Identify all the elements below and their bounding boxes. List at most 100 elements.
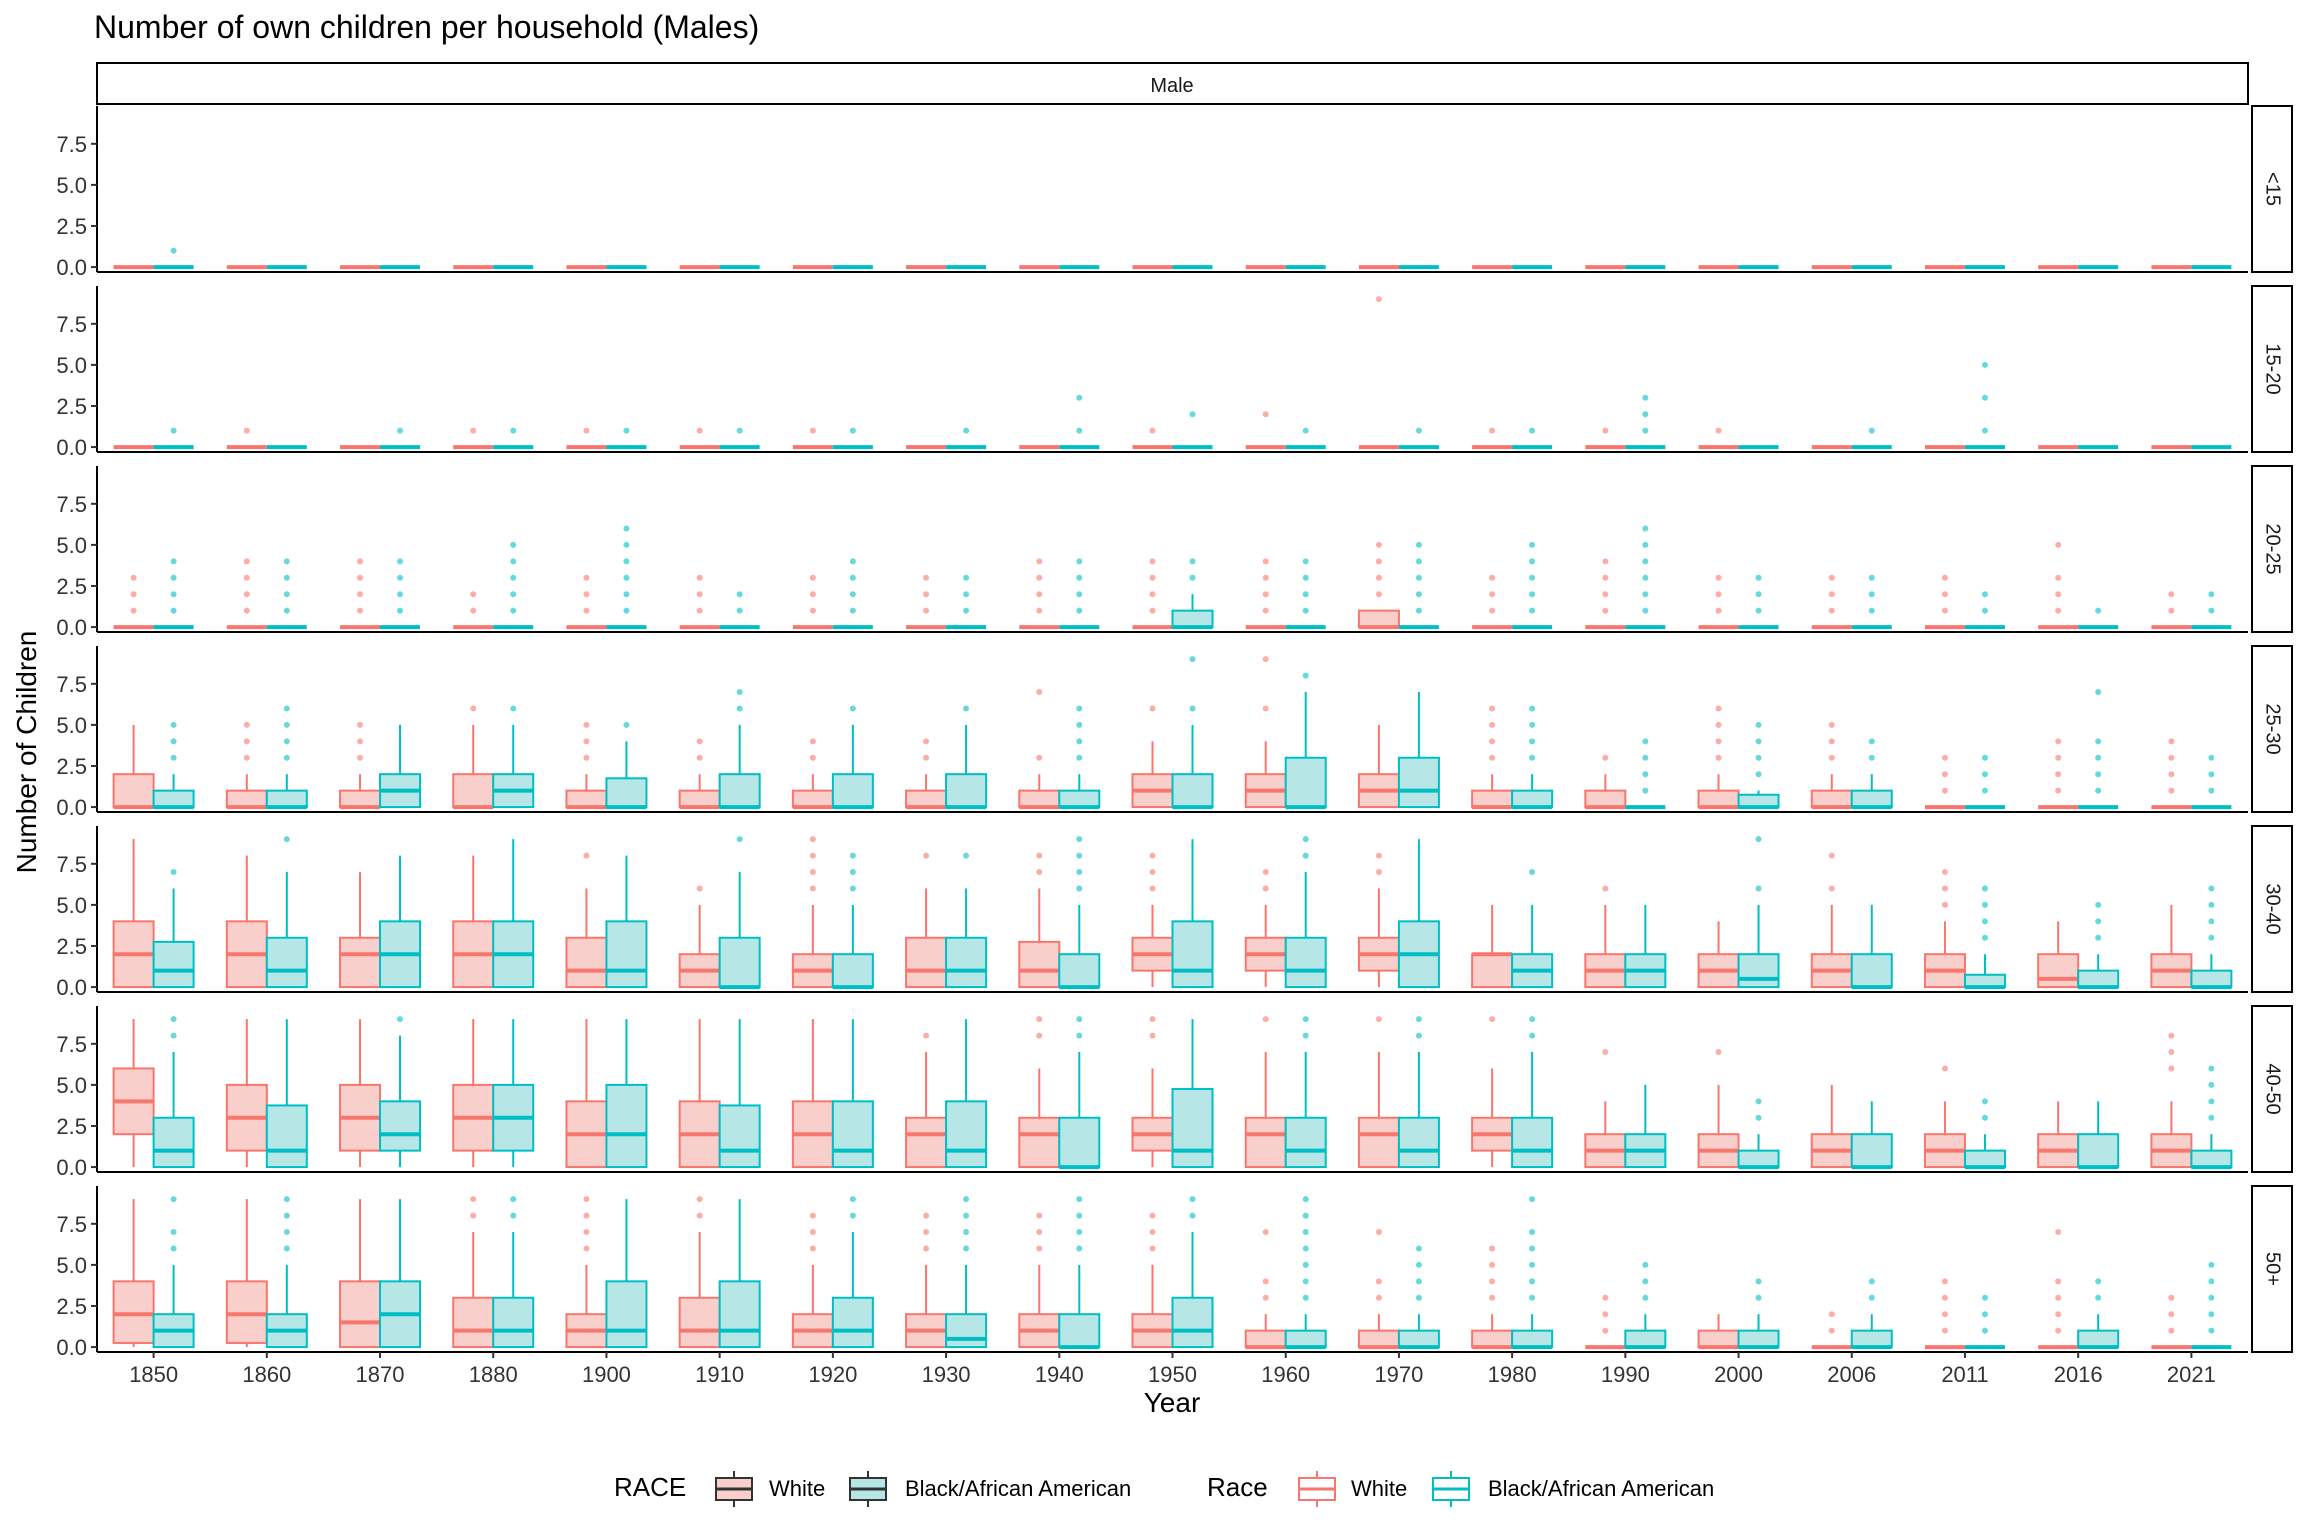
box-outlier	[283, 738, 290, 745]
box-outlier	[2208, 1098, 2215, 1105]
y-tick-label: 0.0	[56, 1155, 87, 1180]
box-outlier	[1529, 591, 1536, 598]
box-outlier	[583, 574, 590, 581]
box-outlier	[1076, 1212, 1083, 1219]
box-outlier	[1868, 738, 1875, 745]
box-body	[1584, 789, 1627, 809]
box-outlier	[1076, 869, 1083, 876]
box-outlier	[1375, 1294, 1382, 1301]
box-outlier	[1941, 1278, 1948, 1285]
box-body	[2077, 1329, 2120, 1349]
box-outlier	[1642, 558, 1649, 565]
box-outlier	[397, 1016, 404, 1023]
box-outlier	[623, 427, 630, 434]
box-outlier	[1529, 721, 1536, 728]
box-outlier	[1602, 1327, 1609, 1334]
box-outlier	[283, 574, 290, 581]
box-outlier	[2055, 591, 2062, 598]
box-outlier	[283, 607, 290, 614]
box-outlier	[510, 541, 517, 548]
box-outlier	[243, 427, 250, 434]
box-body	[1737, 1329, 1780, 1349]
box-body	[1171, 920, 1214, 989]
box-outlier	[1189, 1212, 1196, 1219]
box-outlier	[1262, 574, 1269, 581]
box-outlier	[1149, 1016, 1156, 1023]
box-outlier	[583, 427, 590, 434]
box-outlier	[1036, 1032, 1043, 1039]
box-outlier	[1262, 885, 1269, 892]
box-outlier	[963, 852, 970, 859]
y-tick-label: 5.0	[56, 353, 87, 378]
box-outlier	[283, 1245, 290, 1252]
box-outlier	[170, 1229, 177, 1236]
box-outlier	[1642, 754, 1649, 761]
box-outlier	[583, 721, 590, 728]
box-outlier	[1415, 574, 1422, 581]
box-outlier	[1076, 427, 1083, 434]
box-outlier	[1489, 427, 1496, 434]
box-outlier	[1149, 1245, 1156, 1252]
box-outlier	[1149, 1032, 1156, 1039]
legend-fill-title: RACE	[614, 1472, 686, 1502]
box-body	[1171, 609, 1214, 629]
box-outlier	[1715, 754, 1722, 761]
box-outlier	[283, 558, 290, 565]
box-outlier	[170, 1016, 177, 1023]
box-outlier	[623, 591, 630, 598]
box-outlier	[696, 591, 703, 598]
box-outlier	[2208, 918, 2215, 925]
box-outlier	[1375, 574, 1382, 581]
box-outlier	[1642, 1261, 1649, 1268]
box-outlier	[470, 1212, 477, 1219]
box-outlier	[283, 721, 290, 728]
box-outlier	[1642, 771, 1649, 778]
box-outlier	[1981, 901, 1988, 908]
box-outlier	[696, 607, 703, 614]
box-outlier	[1755, 754, 1762, 761]
box-outlier	[1302, 836, 1309, 843]
box-outlier	[1602, 427, 1609, 434]
facet-row-label: 30-40	[2262, 883, 2284, 934]
box-outlier	[1715, 607, 1722, 614]
box-outlier	[1981, 934, 1988, 941]
box-body	[1697, 789, 1740, 809]
box-outlier	[2168, 1294, 2175, 1301]
box-outlier	[1941, 1065, 1948, 1072]
chart-title: Number of own children per household (Ma…	[94, 9, 759, 45]
box-body	[379, 1100, 422, 1152]
box-outlier	[1981, 1327, 1988, 1334]
box-outlier	[1755, 1278, 1762, 1285]
y-tick-label: 2.5	[56, 934, 87, 959]
box-outlier	[1149, 852, 1156, 859]
box-body	[265, 936, 308, 989]
box-outlier	[2208, 1065, 2215, 1072]
box-outlier	[1755, 1098, 1762, 1105]
box-body	[1058, 953, 1101, 989]
box-body	[945, 773, 988, 809]
box-outlier	[170, 869, 177, 876]
box-outlier	[583, 754, 590, 761]
box-outlier	[1036, 1212, 1043, 1219]
box-body	[265, 789, 308, 809]
box-outlier	[809, 607, 816, 614]
box-outlier	[283, 1196, 290, 1203]
y-tick-label: 0.0	[56, 975, 87, 1000]
box-outlier	[1868, 1294, 1875, 1301]
box-outlier	[1149, 1212, 1156, 1219]
legend-fill-label-white: White	[769, 1476, 825, 1501]
box-outlier	[1642, 394, 1649, 401]
x-tick-label: 1930	[922, 1362, 971, 1387]
legend-fill-key-black	[849, 1471, 887, 1507]
box-outlier	[1489, 1278, 1496, 1285]
y-tick-label: 5.0	[56, 1253, 87, 1278]
box-outlier	[1375, 558, 1382, 565]
facet-column-label: Male	[1150, 75, 1193, 97]
box-outlier	[583, 1229, 590, 1236]
box-outlier	[1149, 591, 1156, 598]
box-outlier	[1415, 591, 1422, 598]
box-body	[1058, 1313, 1101, 1349]
box-outlier	[696, 738, 703, 745]
box-outlier	[397, 558, 404, 565]
box-outlier	[1981, 394, 1988, 401]
